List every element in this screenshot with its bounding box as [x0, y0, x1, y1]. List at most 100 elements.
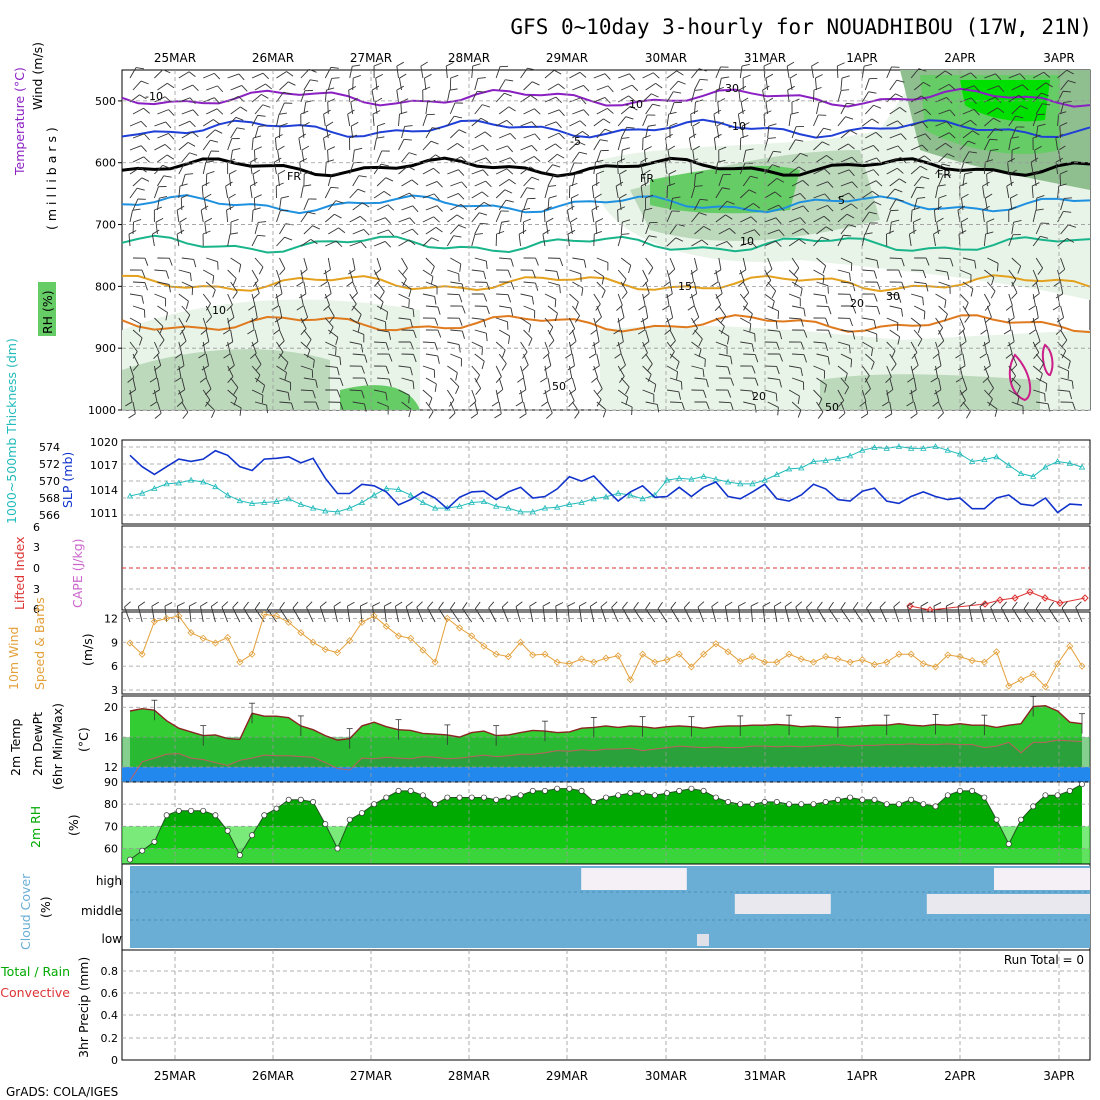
upper-barb-707 — [251, 293, 256, 306]
upper-barb-382 — [889, 178, 900, 187]
upper-barb-192-flag — [1015, 115, 1024, 119]
upper-barb-1000-flag — [754, 378, 759, 386]
surface-barb-60-flag — [853, 601, 859, 609]
upper-barb-953-flag — [540, 377, 548, 383]
upper-barb-907-flag — [388, 353, 393, 362]
rh2m-line-marker-13 — [285, 796, 292, 803]
upper-barb-1010 — [986, 377, 994, 389]
upper-barb-213 — [572, 131, 583, 139]
upper-barb-902 — [254, 353, 262, 365]
upper-barb-722 — [617, 293, 623, 306]
upper-barb-676-flag — [461, 283, 465, 292]
upper-barb-154-flag — [1042, 103, 1051, 106]
upper-barb-792-flag — [434, 318, 439, 326]
upper-barb-405-flag — [504, 189, 513, 194]
upper-barb-303 — [865, 157, 877, 163]
upper-barb-41-flag — [192, 84, 199, 91]
upper-barb-706 — [227, 293, 233, 306]
upper-barb-348 — [1007, 162, 1010, 175]
upper-barb-804-flag — [720, 326, 725, 334]
upper-barb-775-flag — [964, 315, 970, 323]
upper-barb-270 — [1008, 138, 1012, 151]
wind-speed-line-marker-6 — [199, 634, 207, 642]
upper-barb-475-flag — [307, 211, 316, 215]
surface-barb-78-flag — [1075, 601, 1082, 608]
cape-tick-4: 6 — [33, 603, 40, 616]
upper-barb-157 — [154, 121, 166, 127]
upper-barb-769-flag — [828, 306, 832, 315]
upper-barb-549-flag — [202, 230, 211, 235]
upper-barb-539 — [912, 221, 915, 235]
upper-barb-638 — [471, 269, 484, 272]
wind-speed-line-marker-54 — [785, 650, 793, 658]
upper-barb-841-flag — [669, 340, 676, 347]
upper-barb-945-flag — [361, 366, 365, 374]
upper-barb-647 — [690, 269, 695, 282]
upper-barb-195-flag — [143, 133, 150, 141]
upper-barb-733 — [886, 293, 899, 296]
surface-barb-73 — [1012, 608, 1022, 623]
upper-barb-579-flag — [933, 229, 941, 235]
upper-barb-548-flag — [176, 229, 185, 235]
upper-barb-516 — [352, 228, 364, 235]
upper-barb-802 — [666, 317, 672, 330]
upper-barb-164-flag — [323, 109, 331, 115]
upper-barb-1084-flag — [884, 413, 893, 419]
upper-barb-261-flag — [795, 139, 804, 142]
upper-barb-211 — [523, 133, 535, 139]
upper-barb-982 — [303, 377, 316, 381]
upper-barb-284 — [401, 152, 410, 163]
upper-barb-294-flag — [644, 146, 652, 151]
upper-barb-1055 — [181, 401, 189, 413]
upper-barb-196-flag — [168, 133, 175, 140]
upper-barb-228-flag — [949, 132, 956, 139]
upper-barb-921-flag — [730, 356, 733, 365]
contour-label-10: 20 — [850, 297, 864, 310]
contour-label-11: 20 — [752, 390, 766, 403]
upper-barb-849 — [865, 329, 877, 335]
surface-barb-29-flag — [475, 601, 481, 609]
upper-barb-404 — [471, 191, 483, 199]
surface-barb-9 — [232, 607, 241, 623]
rh2m-line-marker-67 — [944, 792, 951, 799]
upper-barb-724-flag — [662, 305, 670, 311]
upper-barb-301 — [816, 155, 827, 163]
thickness-line-marker-31 — [505, 504, 512, 511]
upper-barb-850-flag — [897, 336, 901, 345]
upper-barb-1074-flag — [656, 404, 660, 413]
thickness-line-marker-19 — [358, 499, 366, 505]
upper-barb-2-flag — [188, 71, 196, 77]
upper-barb-746 — [254, 305, 258, 318]
upper-barb-306 — [938, 153, 948, 163]
upper-barb-633 — [349, 269, 354, 282]
bottom-date-29MAR: 29MAR — [546, 1069, 588, 1083]
upper-barb-878-flag — [614, 353, 622, 359]
upper-barb-247 — [447, 142, 458, 151]
upper-barb-554 — [325, 240, 337, 247]
surface-barb-12-flag — [266, 601, 273, 610]
upper-barb-622 — [1035, 257, 1044, 269]
surface-barb-51-flag — [750, 602, 759, 607]
surface-barb-42-flag — [633, 601, 639, 609]
upper-barb-98-flag — [628, 95, 636, 102]
temp-label: Temperature (°C) — [12, 67, 27, 176]
temp2m-tick-2: 12 — [104, 761, 118, 774]
upper-barb-176 — [617, 116, 627, 127]
upper-barb-373 — [668, 174, 671, 187]
upper-barb-635-flag — [402, 278, 407, 287]
surface-barb-36-flag — [567, 602, 576, 607]
upper-barb-621 — [1011, 257, 1021, 267]
upper-barb-258-flag — [714, 133, 722, 139]
upper-barb-131-flag — [482, 104, 491, 108]
upper-barb-836-flag — [548, 340, 555, 347]
thickness-line-marker-9 — [236, 497, 244, 504]
upper-barb-186-flag — [871, 118, 879, 124]
upper-barb-417-flag — [799, 193, 807, 200]
upper-barb-951 — [495, 365, 502, 377]
upper-barb-46 — [303, 79, 311, 91]
surface-barb-65 — [920, 606, 924, 623]
rh2m-line-marker-47 — [700, 787, 707, 794]
upper-barb-822-flag — [201, 341, 210, 347]
upper-barb-545-flag — [1068, 224, 1077, 228]
